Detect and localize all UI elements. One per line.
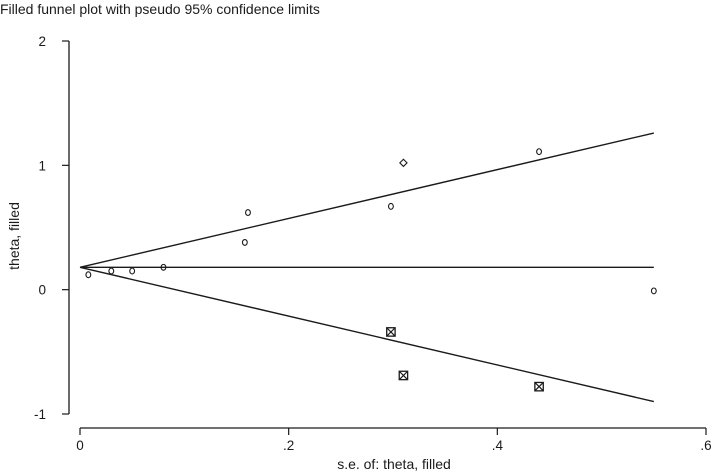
filled-study-point (386, 327, 396, 337)
upper-95-limit-line (79, 132, 654, 268)
study-point-circle (241, 238, 248, 246)
study-point-circle (650, 287, 657, 295)
study-point-circle (387, 202, 394, 210)
x-tick-label: 0 (76, 438, 84, 453)
y-axis-label: theta, filled (6, 202, 22, 270)
filled-study-point (534, 381, 544, 392)
x-axis-ticks: 0 .2 .4 .6 (76, 428, 712, 453)
study-point-circle (160, 263, 167, 271)
study-point-circle (245, 209, 251, 217)
axes (68, 41, 706, 429)
lower-95-limit-line (79, 266, 654, 403)
y-tick-label: 2 (38, 34, 46, 49)
study-point-diamond (399, 158, 408, 168)
x-axis-label: s.e. of: theta, filled (337, 456, 451, 472)
study-point-circle (129, 267, 136, 275)
y-tick-label: -1 (34, 407, 46, 422)
filled-study-point (398, 370, 409, 381)
x-tick-label: .2 (283, 438, 294, 453)
study-point-circle (536, 148, 543, 156)
y-tick-label: 0 (38, 283, 46, 298)
y-tick-label: 1 (38, 158, 46, 173)
data-points (85, 148, 657, 392)
confidence-lines (79, 132, 654, 403)
study-point-circle (108, 267, 115, 275)
y-axis-ticks: -1 0 1 2 (34, 34, 69, 422)
x-tick-label: .6 (700, 438, 711, 453)
x-tick-label: .4 (492, 438, 504, 453)
study-point-circle (85, 271, 92, 279)
chart-title: Filled funnel plot with pseudo 95% confi… (0, 1, 320, 17)
